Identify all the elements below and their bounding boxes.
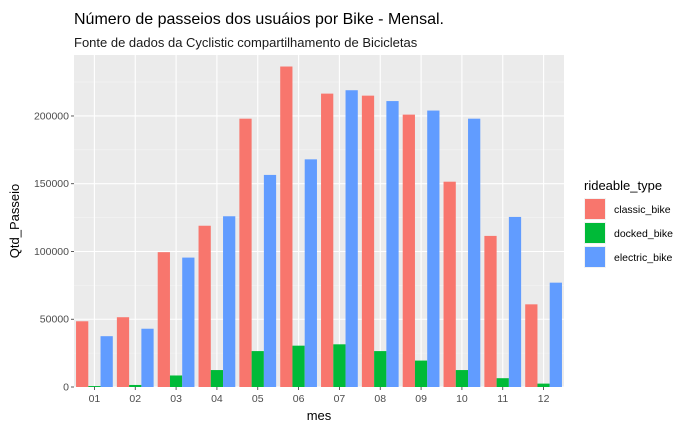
chart-subtitle: Fonte de dados da Cyclistic compartilham… bbox=[74, 35, 418, 50]
legend-label-classic_bike: classic_bike bbox=[614, 204, 671, 216]
bar-docked_bike-03 bbox=[169, 375, 183, 387]
chart-title: Número de passeios dos usuáios por Bike … bbox=[74, 11, 444, 28]
bar-docked_bike-11 bbox=[496, 378, 509, 387]
legend-key-electric_bike bbox=[585, 247, 605, 267]
x-tick-label: 10 bbox=[456, 393, 468, 405]
bar-classic_bike-09 bbox=[402, 114, 415, 388]
bar-classic_bike-07 bbox=[321, 93, 334, 387]
grid-lines bbox=[74, 55, 564, 388]
bar-electric_bike-07 bbox=[345, 90, 358, 387]
bar-classic_bike-03 bbox=[157, 252, 170, 387]
bar-docked_bike-08 bbox=[374, 351, 387, 387]
bar-docked_bike-10 bbox=[455, 370, 469, 387]
bar-classic_bike-11 bbox=[484, 235, 497, 387]
legend: rideable_type classic_bike docked_bikeele… bbox=[584, 178, 673, 268]
bar-electric_bike-10 bbox=[468, 118, 481, 388]
bar-classic_bike-08 bbox=[361, 95, 375, 387]
x-tick-label: 04 bbox=[211, 393, 223, 405]
y-tick-label: 200000 bbox=[34, 110, 69, 122]
x-tick-label: 06 bbox=[293, 393, 305, 405]
bars bbox=[76, 66, 562, 388]
bar-classic_bike-10 bbox=[443, 181, 456, 387]
bar-electric_bike-04 bbox=[223, 216, 236, 387]
bar-classic_bike-12 bbox=[525, 304, 538, 387]
x-tick-labels: 01 02 03 04 05 06 07 08 09 10 11 12 bbox=[89, 387, 550, 405]
bar-electric_bike-09 bbox=[427, 110, 440, 388]
bar-electric_bike-06 bbox=[304, 159, 317, 387]
bar-docked_bike-09 bbox=[414, 360, 428, 387]
y-tick-label: 0 bbox=[63, 382, 69, 394]
y-tick-label: 150000 bbox=[34, 178, 69, 190]
x-axis-title: mes bbox=[307, 408, 332, 423]
bar-docked_bike-06 bbox=[292, 345, 305, 387]
bar-docked_bike-04 bbox=[210, 370, 224, 387]
legend-title: rideable_type bbox=[584, 178, 662, 193]
bar-classic_bike-06 bbox=[280, 66, 293, 387]
plot-panel bbox=[74, 55, 564, 387]
bar-electric_bike-08 bbox=[386, 101, 399, 387]
bar-docked_bike-07 bbox=[333, 344, 346, 387]
bar-docked_bike-01 bbox=[88, 386, 101, 387]
x-tick-label: 07 bbox=[334, 393, 346, 405]
y-tick-label: 50000 bbox=[40, 314, 69, 326]
bar-docked_bike-02 bbox=[129, 384, 142, 387]
bar-electric_bike-02 bbox=[141, 328, 154, 387]
legend-label-docked_bike: docked_bike bbox=[614, 228, 673, 240]
x-tick-label: 11 bbox=[497, 393, 508, 405]
bar-classic_bike-01 bbox=[76, 321, 89, 387]
x-tick-label: 05 bbox=[252, 393, 264, 405]
x-tick-label: 08 bbox=[374, 393, 386, 405]
bar-classic_bike-02 bbox=[116, 317, 130, 387]
bar-classic_bike-05 bbox=[239, 118, 252, 388]
y-axis-title: Qtd_Passeio bbox=[7, 184, 22, 258]
x-tick-label: 02 bbox=[129, 393, 141, 405]
bar-electric_bike-11 bbox=[508, 216, 522, 387]
bar-classic_bike-04 bbox=[198, 225, 211, 387]
bar-electric_bike-05 bbox=[263, 174, 277, 387]
y-tick-label: 100000 bbox=[34, 246, 69, 258]
bar-electric_bike-12 bbox=[549, 282, 562, 387]
bar-docked_bike-12 bbox=[537, 383, 550, 387]
bar-electric_bike-01 bbox=[100, 336, 113, 387]
legend-key-docked_bike bbox=[585, 223, 605, 243]
x-tick-label: 03 bbox=[170, 393, 182, 405]
legend-key-classic_bike bbox=[585, 199, 605, 219]
legend-label-electric_bike: electric_bike bbox=[614, 252, 673, 264]
x-tick-label: 01 bbox=[89, 393, 101, 405]
bar-electric_bike-03 bbox=[182, 257, 195, 387]
x-tick-label: 12 bbox=[538, 393, 550, 405]
y-tick-labels: 0 50000 100000 150000 200000 bbox=[34, 110, 74, 394]
bar-docked_bike-05 bbox=[251, 351, 264, 387]
x-tick-label: 09 bbox=[415, 393, 427, 405]
